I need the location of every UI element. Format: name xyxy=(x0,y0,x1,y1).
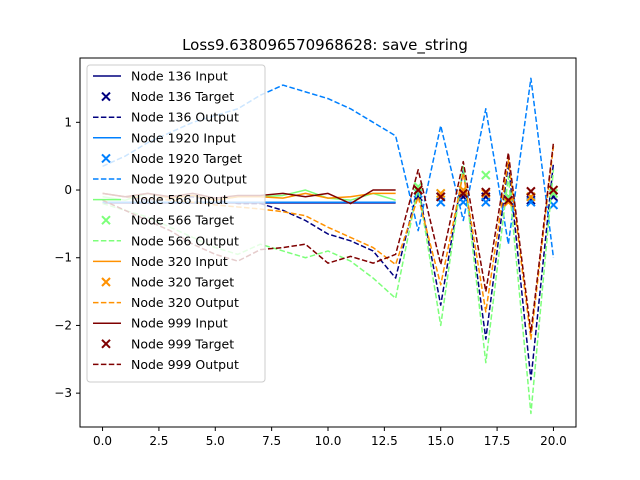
legend-item-node-136-input: Node 136 Input xyxy=(93,69,228,84)
legend-item-node-136-target: Node 136 Target xyxy=(101,89,234,104)
x-tick-label: 10.0 xyxy=(315,434,342,448)
legend-marker xyxy=(101,153,111,164)
legend-label: Node 566 Input xyxy=(131,192,228,207)
legend-label: Node 566 Target xyxy=(131,213,234,228)
x-tick-label: 20.0 xyxy=(540,434,567,448)
node-320-target-point xyxy=(436,188,446,199)
legend-label: Node 1920 Input xyxy=(131,130,236,145)
legend-item-node-1920-input: Node 1920 Input xyxy=(93,130,236,145)
x-tick-label: 2.5 xyxy=(149,434,168,448)
node-999-target-point xyxy=(526,186,536,197)
node-566-target-point xyxy=(481,170,491,180)
legend-item-node-320-input: Node 320 Input xyxy=(93,254,228,269)
x-tick-label: 7.5 xyxy=(262,434,281,448)
node-999-target-point xyxy=(413,185,423,195)
legend-label: Node 1920 Target xyxy=(131,151,242,166)
legend-item-node-320-output: Node 320 Output xyxy=(93,295,239,310)
y-axis: 1 0 −1 −2 −3 xyxy=(54,115,80,400)
legend-item-node-999-target: Node 999 Target xyxy=(101,336,234,351)
y-tick-label: −2 xyxy=(54,318,72,332)
legend-marker xyxy=(101,277,111,287)
node-320-target-point xyxy=(503,197,514,207)
x-tick-label: 12.5 xyxy=(371,434,398,448)
legend-item-node-999-input: Node 999 Input xyxy=(93,316,228,331)
legend-label: Node 136 Input xyxy=(131,69,228,84)
legend-label: Node 136 Output xyxy=(131,110,239,125)
legend-box xyxy=(86,64,266,383)
node-999-target-point xyxy=(458,188,468,199)
legend-marker xyxy=(101,215,111,225)
legend-item-node-1920-target: Node 1920 Target xyxy=(101,151,242,166)
legend: Node 136 Input Node 136 Target Node 136 Ou… xyxy=(86,64,266,383)
node-1920-target-point xyxy=(481,197,491,207)
legend-item-node-566-input: Node 566 Input xyxy=(93,192,228,207)
x-tick-label: 17.5 xyxy=(484,434,511,448)
legend-label: Node 320 Target xyxy=(131,275,234,290)
x-tick-label: 5.0 xyxy=(206,434,225,448)
x-tick-label: 15.0 xyxy=(427,434,454,448)
node-136-target-point xyxy=(526,195,536,205)
legend-label: Node 999 Input xyxy=(131,316,228,331)
node-999-target-markers xyxy=(413,185,559,205)
legend-marker xyxy=(101,339,111,349)
y-tick-label: 0 xyxy=(64,183,72,197)
node-999-target-point xyxy=(481,187,491,197)
y-tick-label: −1 xyxy=(54,251,72,265)
legend-label: Node 566 Output xyxy=(131,233,239,248)
node-999-target-point xyxy=(436,192,446,202)
legend-item-node-1920-output: Node 1920 Output xyxy=(93,172,247,187)
node-999-target-point xyxy=(548,185,559,195)
legend-item-node-999-output: Node 999 Output xyxy=(93,357,239,372)
legend-label: Node 320 Output xyxy=(131,295,239,310)
legend-item-node-566-output: Node 566 Output xyxy=(93,233,239,248)
legend-label: Node 999 Output xyxy=(131,357,239,372)
legend-item-node-136-output: Node 136 Output xyxy=(93,110,239,125)
x-axis: 0.0 2.5 5.0 7.5 10.0 12.5 15.0 17.5 20.0 xyxy=(93,427,567,448)
legend-label: Node 136 Target xyxy=(131,89,234,104)
y-tick-label: −3 xyxy=(54,386,72,400)
x-tick-label: 0.0 xyxy=(93,434,112,448)
legend-label: Node 1920 Output xyxy=(131,172,247,187)
legend-label: Node 999 Target xyxy=(131,336,234,351)
legend-marker xyxy=(101,91,111,102)
legend-label: Node 320 Input xyxy=(131,254,228,269)
chart-title: Loss9.638096570968628: save_string xyxy=(182,36,468,55)
legend-item-node-320-target: Node 320 Target xyxy=(101,275,234,290)
node-999-target-point xyxy=(503,195,514,205)
legend-item-node-566-target: Node 566 Target xyxy=(101,213,234,228)
y-tick-label: 1 xyxy=(64,115,72,129)
